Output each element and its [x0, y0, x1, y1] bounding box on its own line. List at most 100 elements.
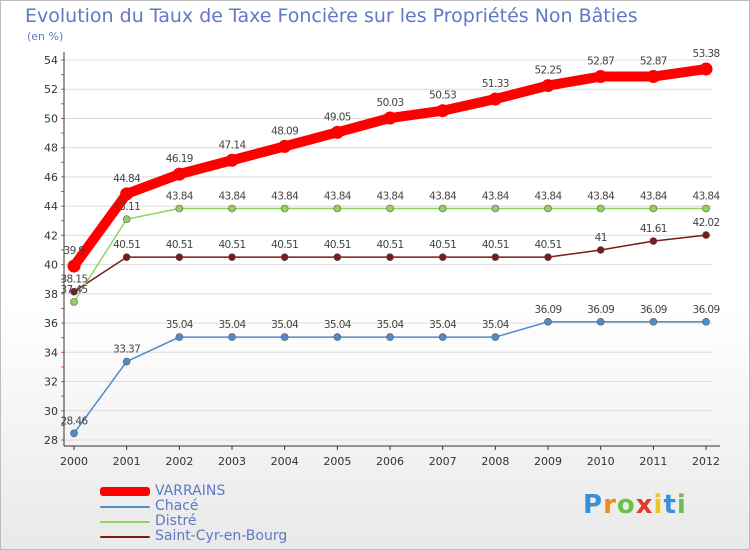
legend-item: VARRAINS — [100, 484, 287, 499]
data-point-VARRAINS — [120, 187, 134, 201]
data-point-Distré — [122, 215, 131, 223]
legend-swatch — [100, 535, 150, 538]
legend-swatch — [100, 505, 150, 508]
data-label-VARRAINS: 50.53 — [429, 90, 456, 102]
data-point-Distré — [228, 204, 236, 213]
legend-swatch — [100, 487, 150, 496]
data-label-VARRAINS: 51.33 — [482, 78, 509, 90]
legend-label: Chacé — [155, 498, 199, 514]
data-point-Saint-Cyr-en-Bourg — [70, 287, 78, 296]
data-label-Saint-Cyr-en-Bourg: 38.15 — [60, 274, 87, 286]
data-label-VARRAINS: 52.25 — [534, 65, 561, 77]
data-label-Distré: 43.84 — [587, 190, 615, 202]
data-point-Distré — [649, 204, 658, 213]
data-label-Distré: 43.84 — [271, 190, 299, 202]
data-label-VARRAINS: 50.03 — [376, 97, 403, 109]
data-point-VARRAINS — [541, 79, 555, 93]
logo-letter: i — [676, 490, 687, 520]
data-label-Chacé: 35.04 — [482, 319, 510, 331]
data-label-Chacé: 35.04 — [429, 319, 457, 331]
data-label-Chacé: 35.04 — [271, 319, 299, 331]
data-label-Saint-Cyr-en-Bourg: 41 — [595, 232, 607, 244]
y-tick-label: 28 — [44, 434, 58, 447]
data-label-Chacé: 35.04 — [324, 319, 352, 331]
legend-item: Saint-Cyr-en-Bourg — [100, 529, 287, 544]
legend-label: Saint-Cyr-en-Bourg — [155, 528, 288, 544]
data-point-Chacé — [596, 317, 605, 326]
data-label-Chacé: 35.04 — [218, 319, 246, 331]
data-point-Chacé — [649, 317, 658, 326]
logo-letter: P — [583, 490, 604, 520]
data-point-VARRAINS — [646, 70, 660, 84]
data-label-Chacé: 36.09 — [693, 304, 720, 316]
data-label-VARRAINS: 53.38 — [693, 48, 720, 60]
data-label-Distré: 43.84 — [218, 190, 246, 202]
logo-letter: x — [635, 490, 654, 520]
y-tick-label: 34 — [44, 346, 58, 359]
data-label-Saint-Cyr-en-Bourg: 40.51 — [113, 239, 140, 251]
data-label-Chacé: 35.04 — [166, 319, 194, 331]
x-tick-label: 2012 — [692, 455, 720, 468]
data-point-Distré — [544, 204, 552, 213]
data-label-VARRAINS: 49.05 — [324, 111, 351, 123]
data-point-Saint-Cyr-en-Bourg — [702, 231, 710, 239]
x-tick-label: 2007 — [429, 455, 457, 468]
data-point-VARRAINS — [330, 125, 344, 139]
y-tick-label: 36 — [44, 317, 58, 330]
data-point-Distré — [333, 204, 342, 213]
data-label-Distré: 43.84 — [693, 190, 721, 202]
y-tick-label: 54 — [44, 54, 58, 67]
data-label-Chacé: 36.09 — [587, 304, 614, 316]
data-label-Saint-Cyr-en-Bourg: 40.51 — [376, 239, 403, 251]
data-label-VARRAINS: 46.19 — [166, 153, 193, 165]
x-tick-label: 2009 — [534, 455, 562, 468]
y-tick-label: 46 — [44, 171, 58, 184]
y-tick-label: 40 — [44, 259, 58, 272]
data-label-Saint-Cyr-en-Bourg: 40.51 — [324, 239, 351, 251]
data-point-Chacé — [70, 429, 78, 438]
data-point-Saint-Cyr-en-Bourg — [544, 253, 552, 261]
data-point-Saint-Cyr-en-Bourg — [228, 253, 236, 261]
data-point-Distré — [70, 298, 78, 306]
y-tick-label: 52 — [44, 83, 58, 96]
data-point-Distré — [491, 204, 500, 213]
data-point-VARRAINS — [225, 153, 239, 167]
data-label-Saint-Cyr-en-Bourg: 40.51 — [271, 239, 298, 251]
legend-item: Distré — [100, 514, 287, 529]
data-label-Distré: 43.84 — [640, 190, 668, 202]
data-label-Distré: 43.84 — [534, 190, 562, 202]
data-point-Distré — [596, 204, 605, 213]
data-point-Chacé — [280, 333, 289, 341]
legend: VARRAINS Chacé Distré Saint-Cyr-en-Bourg — [100, 484, 287, 544]
data-point-Chacé — [333, 333, 342, 341]
x-tick-label: 2006 — [376, 455, 404, 468]
data-point-VARRAINS — [436, 104, 450, 118]
data-label-Saint-Cyr-en-Bourg: 42.02 — [693, 217, 720, 229]
logo-letter: r — [603, 490, 617, 520]
data-label-VARRAINS: 52.87 — [640, 56, 667, 68]
data-label-Distré: 43.84 — [376, 190, 404, 202]
data-point-Chacé — [702, 317, 710, 326]
data-point-Distré — [438, 204, 447, 213]
data-point-VARRAINS — [383, 111, 397, 125]
data-point-Distré — [702, 204, 710, 213]
data-point-VARRAINS — [172, 167, 186, 181]
y-tick-label: 32 — [44, 376, 58, 389]
data-point-Saint-Cyr-en-Bourg — [596, 246, 605, 254]
data-point-Distré — [175, 204, 184, 213]
x-tick-label: 2011 — [639, 455, 667, 468]
data-label-VARRAINS: 52.87 — [587, 56, 614, 68]
data-point-Chacé — [386, 333, 394, 341]
x-tick-label: 2001 — [113, 455, 141, 468]
data-label-VARRAINS: 47.14 — [218, 139, 246, 151]
data-label-Distré: 43.84 — [324, 190, 352, 202]
data-point-Distré — [386, 204, 394, 213]
data-label-Distré: 43.84 — [482, 190, 510, 202]
data-point-Chacé — [438, 333, 447, 341]
data-point-VARRAINS — [67, 259, 81, 273]
data-point-VARRAINS — [594, 70, 608, 84]
x-tick-label: 2010 — [587, 455, 615, 468]
data-label-Chacé: 35.04 — [376, 319, 404, 331]
y-tick-label: 50 — [44, 112, 58, 125]
